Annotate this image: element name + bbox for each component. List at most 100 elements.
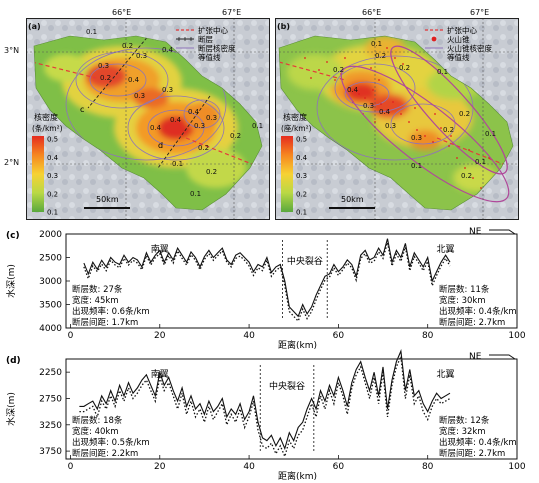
volcano-dot: [472, 177, 474, 179]
x-tick-label: 100: [508, 462, 525, 472]
legend-tick-label: 0.3: [296, 172, 307, 180]
y-tick-label: 4000: [39, 324, 62, 334]
direction-arrow-icon: [489, 229, 516, 235]
point-label-d: d: [158, 141, 163, 150]
bathymetry-line: [79, 349, 451, 451]
x-tick-label: 60: [333, 462, 345, 472]
profile-panel-d: 0 20 40 60 80 100 2250 2750 3250 3750 距离(km) 水深(m) (…: [0, 349, 539, 483]
x-tick-label: 20: [154, 462, 166, 472]
volcano-dot: [488, 157, 490, 159]
fault-corrected-line: [79, 353, 451, 459]
contour-label: 0.3: [194, 122, 205, 130]
stat-left: 出现频率: 0.5条/km: [72, 437, 150, 448]
contour-label: 0.2: [399, 64, 410, 72]
legend-a-color-ramp: [32, 136, 44, 212]
map-b-contour-labels: 0.10.20.2 0.10.20.40.30.40.30.30.20.20.1 0…: [333, 40, 496, 180]
scale-label-a: 50km: [96, 195, 119, 204]
x-tick-label: 40: [243, 462, 255, 472]
contour-label: 0.2: [461, 172, 472, 180]
key-label: 扩张中心: [198, 25, 228, 35]
stat-left: 断层数: 18条: [72, 415, 123, 426]
volcano-dot: [348, 87, 350, 89]
legend-tick-label: 0.3: [47, 172, 58, 180]
volcano-dot: [326, 61, 328, 63]
stat-right: 断层数: 11条: [439, 284, 490, 295]
y-axis-label: 水深(m): [5, 392, 17, 426]
region-label-south: 南翼: [151, 243, 169, 255]
key-volcano-symbol: [431, 36, 437, 42]
stat-right: 出现频率: 0.4条/km: [439, 437, 517, 448]
volcano-dot: [386, 47, 388, 49]
contour-label: 0.3: [98, 62, 109, 70]
stat-left: 断层数: 27条: [72, 284, 123, 295]
stat-right: 宽度: 30km: [439, 295, 486, 306]
legend-a-title-2: (条/km²): [32, 123, 63, 133]
region-label-north: 北翼: [437, 244, 455, 255]
direction-label: NE: [469, 352, 482, 362]
legend-b-title-2: (座/km²): [281, 123, 312, 133]
lat-label-2n: 2°N: [4, 158, 20, 167]
legend-tick-label: 0.2: [47, 190, 58, 198]
volcano-dot: [434, 113, 436, 115]
fault-corrected-line: [83, 242, 451, 323]
key-label: 断层核密度: [198, 43, 236, 53]
stat-right: 断层数: 12条: [439, 415, 490, 426]
map-a-svg: 0.10.20.30.40.30.20.30.40.30.40.40.40.30…: [26, 18, 270, 220]
key-label: 火山锥: [447, 34, 470, 44]
scale-label-b: 50km: [341, 195, 364, 204]
key-label: 断层: [198, 34, 213, 44]
panel-label: (c): [6, 231, 20, 241]
contour-label: 0.3: [363, 102, 374, 110]
legend-tick-label: 0.1: [296, 209, 307, 217]
contour-label: 0.3: [162, 86, 173, 94]
stat-right: 断层间距: 2.7km: [439, 448, 505, 459]
contour-label: 0.3: [385, 122, 396, 130]
contour-label: 0.4: [379, 108, 391, 116]
contour-label: 0.2: [459, 110, 470, 118]
volcano-dot: [416, 129, 418, 131]
map-panel-b: 0.1 0.2 0.2 0.1 0.2 0.4 0.3 0.4 0.3 0.3 0.2 0.2 0.1 0…: [275, 18, 519, 220]
contour-label: 0.1: [172, 160, 183, 168]
volcano-dot: [318, 69, 320, 71]
contour-label: 0.4: [162, 46, 174, 54]
contour-label: 0.2: [375, 52, 386, 60]
x-tick-label: 80: [422, 331, 434, 341]
contour-label: 0.4: [347, 86, 359, 94]
volcano-dot: [450, 135, 452, 137]
volcano-dot: [408, 121, 410, 123]
volcano-dot: [424, 135, 426, 137]
point-label-c: c: [80, 105, 84, 114]
legend-tick-label: 0.2: [296, 190, 307, 198]
contour-label: 0.4: [128, 76, 140, 84]
y-tick-label: 3500: [39, 301, 62, 311]
volcano-dot: [394, 57, 396, 59]
panel-label-a: (a): [28, 22, 41, 31]
x-tick-label: 0: [68, 331, 74, 341]
bathymetry-line: [83, 238, 451, 318]
contour-label: 0.4: [170, 116, 182, 124]
y-tick-label: 3000: [39, 277, 62, 287]
contour-label: 0.2: [443, 126, 454, 134]
panel-label: (d): [6, 356, 21, 366]
contour-label: 0.2: [230, 132, 241, 140]
contour-label: 0.1: [86, 28, 97, 36]
contour-label: 0.2: [122, 42, 133, 50]
volcano-dot: [464, 167, 466, 169]
lon-label-b-66: 66°E: [362, 8, 382, 17]
plot-frame: [65, 358, 518, 460]
stat-left: 断层间距: 2.2km: [72, 448, 138, 459]
contour-label: 0.1: [475, 158, 486, 166]
ellipse-southeast: [340, 65, 510, 203]
volcano-dot: [344, 57, 346, 59]
contour-label: 0.3: [134, 92, 145, 100]
legend-b-color-ramp: [281, 136, 293, 212]
lon-label-a-66: 66°E: [112, 8, 132, 17]
contour-label: 0.1: [411, 162, 422, 170]
stat-right: 出现频率: 0.4条/km: [439, 306, 517, 317]
profile-c-svg: 0 20 40 60 80 100 2000 2500 3000 3500 4000 距离(km) 水深…: [5, 227, 526, 351]
volcano-dot: [392, 101, 394, 103]
x-tick-label: 100: [508, 331, 525, 341]
legend-a-ticks: 0.5 0.4 0.3 0.2 0.1: [47, 136, 59, 217]
